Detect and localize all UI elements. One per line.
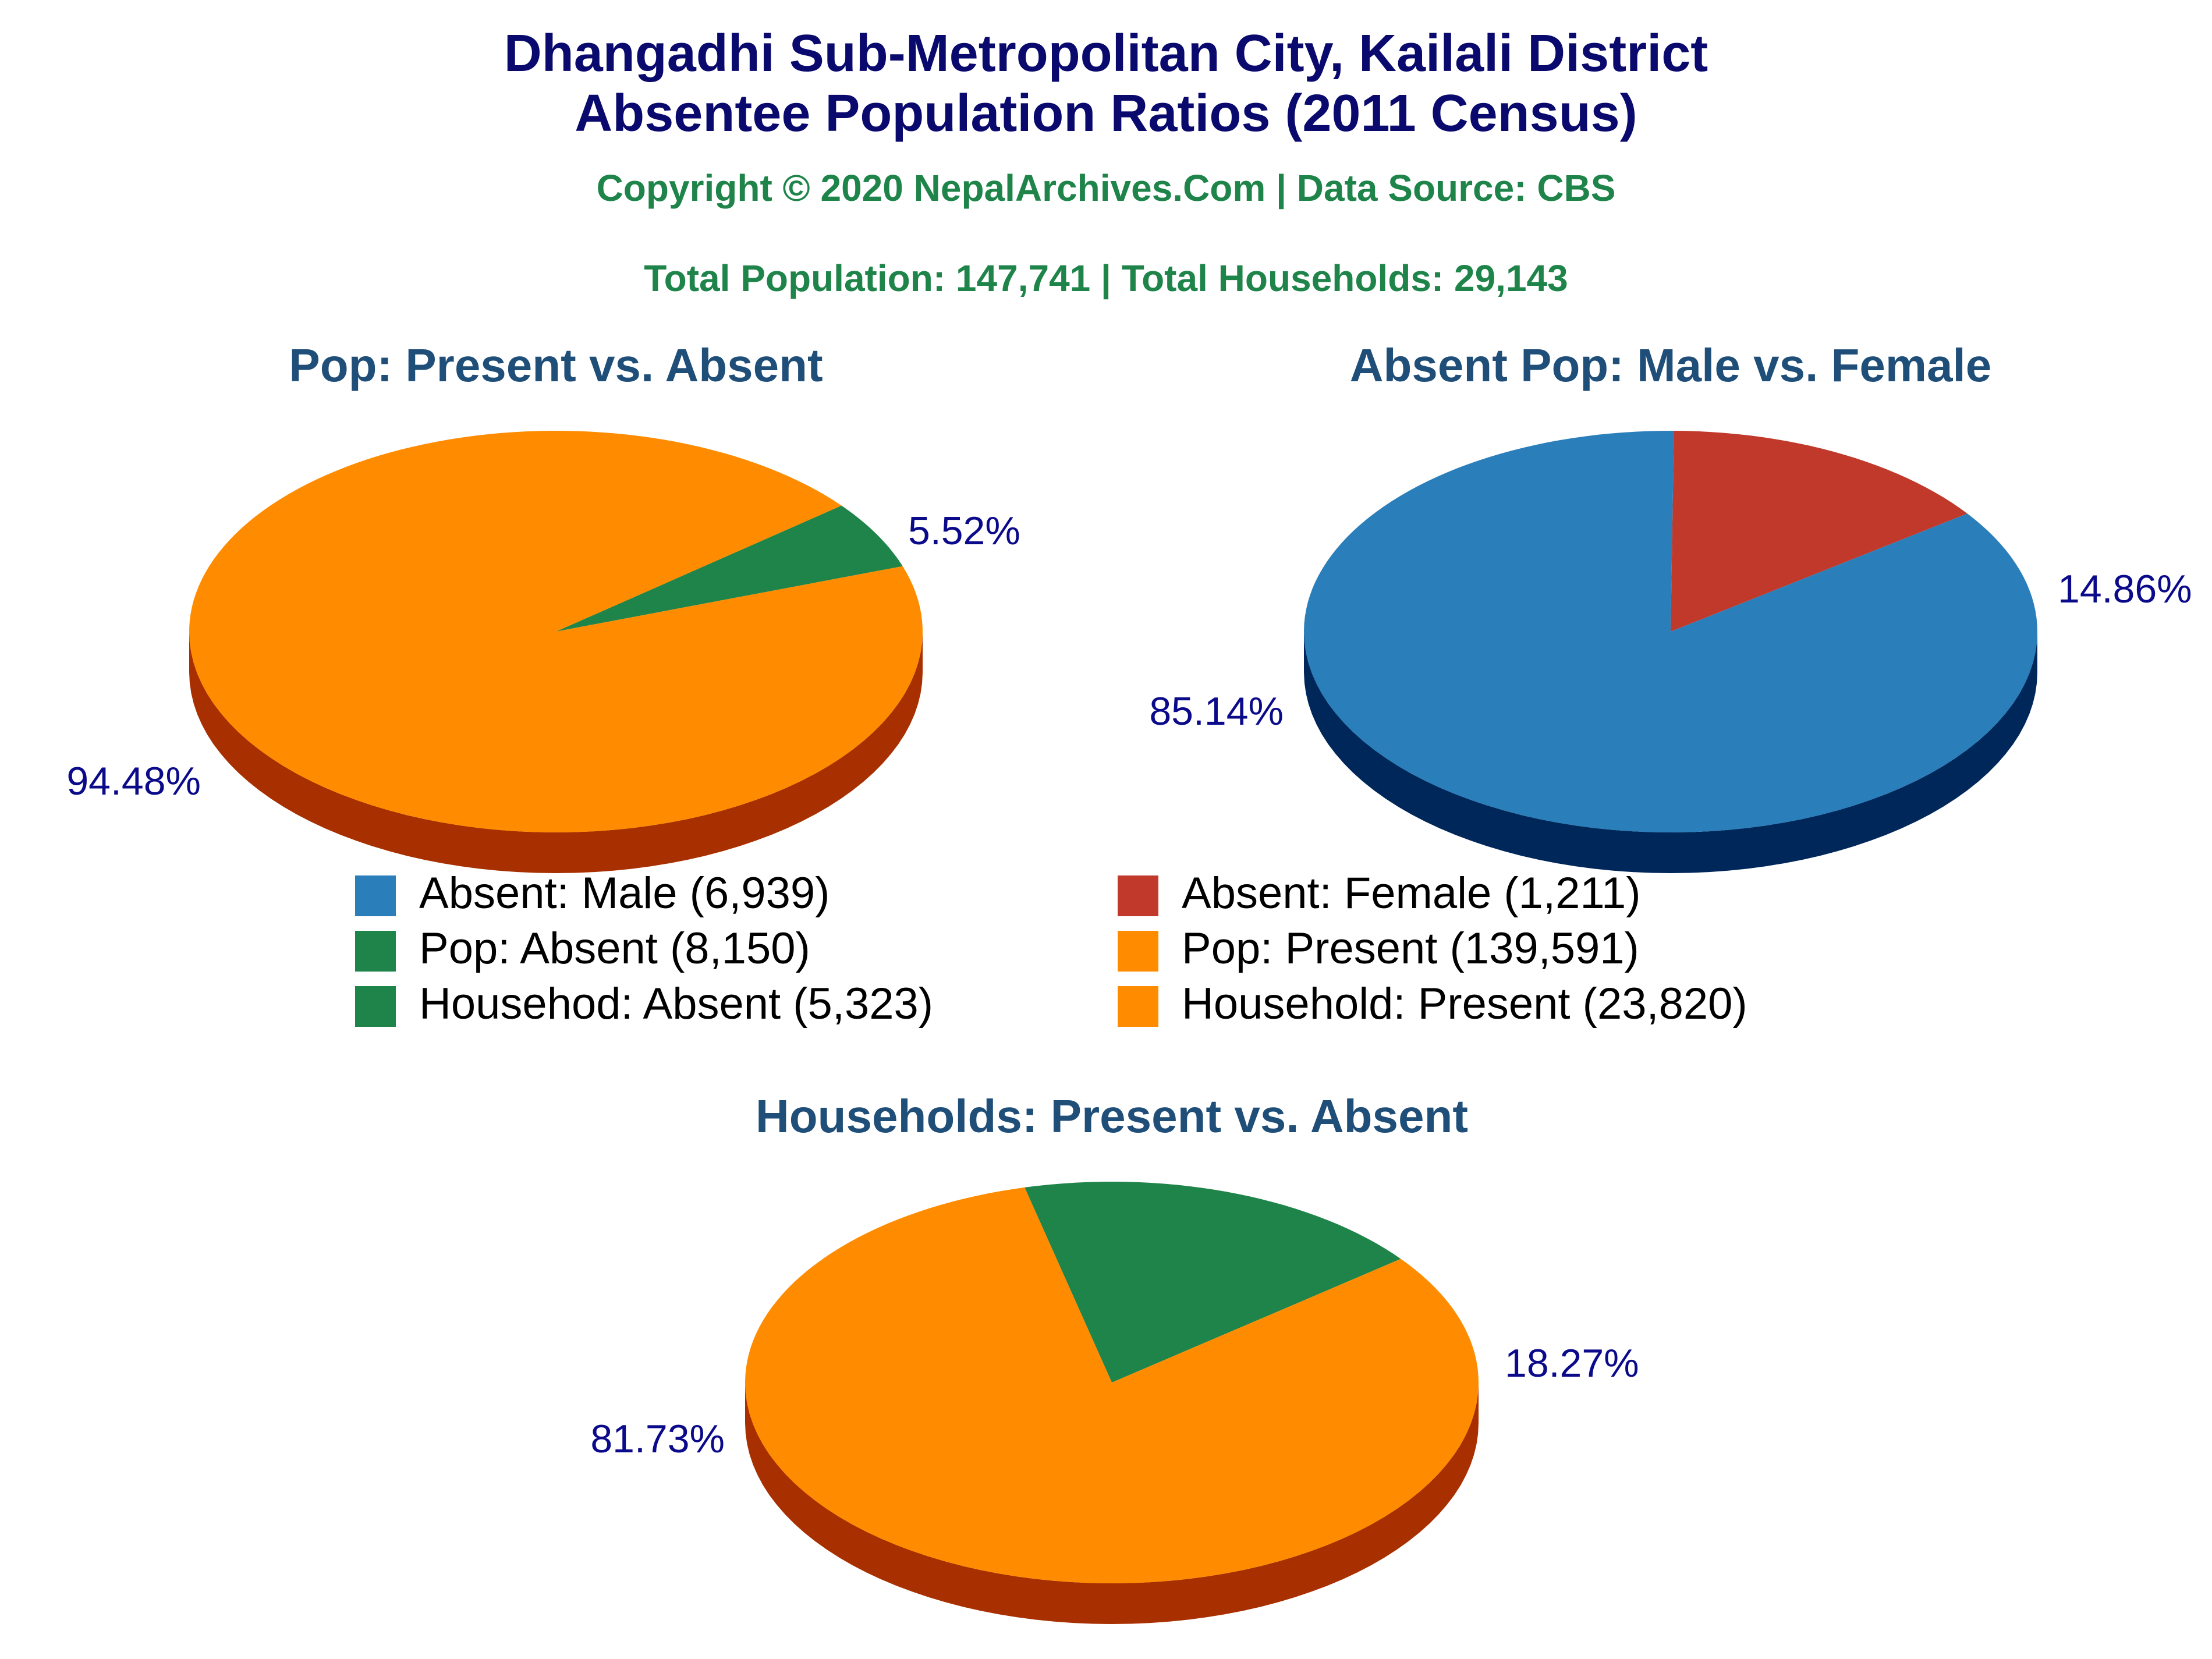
legend-label: Pop: Present (139,591) [1182, 924, 1639, 973]
legend-item: Absent: Female (1,211) [1118, 869, 1641, 918]
pie-side-household-present [745, 1383, 1479, 1624]
pie-chart-title: Households: Present vs. Absent [756, 1090, 1468, 1142]
pie-percent-label: 18.27% [1505, 1341, 1639, 1385]
legend-item: Pop: Absent (8,150) [355, 924, 810, 973]
pie-chart-3: 18.27% 81.73% Households: Present vs. Abse… [590, 1090, 1639, 1624]
pie-side-pop-present [189, 632, 923, 873]
pie-side-absent-male [1304, 632, 2037, 873]
copyright-text: Copyright © 2020 NepalArchives.Com | Dat… [597, 167, 1616, 210]
pie-slice-household-present [745, 1187, 1479, 1583]
pie-charts-group: 5.52% 94.48% Pop: Present vs. Absent 14.86%… [66, 339, 2192, 1624]
legend: Absent: Male (6,939) Absent: Female (1,21… [355, 869, 1747, 1029]
legend-swatch [355, 931, 396, 972]
legend-label: Househod: Absent (5,323) [419, 979, 933, 1029]
legend-swatch [355, 875, 396, 916]
pie-percent-label: 85.14% [1149, 689, 1284, 733]
legend-item: Househod: Absent (5,323) [355, 979, 933, 1029]
pie-slice-pop-absent [556, 505, 903, 632]
pie-slice-absent-male [1304, 431, 2037, 832]
legend-swatch [1118, 986, 1158, 1027]
legend-swatch [1118, 875, 1158, 916]
pie-chart-2: 14.86% 85.14% Absent Pop: Male vs. Female [1149, 339, 2192, 873]
legend-label: Household: Present (23,820) [1182, 979, 1747, 1029]
pie-slice-pop-present [189, 431, 923, 832]
pie-percent-label: 81.73% [590, 1417, 725, 1461]
legend-label: Absent: Male (6,939) [419, 869, 830, 918]
pie-chart-title: Pop: Present vs. Absent [289, 339, 823, 391]
pie-percent-label: 5.52% [908, 509, 1020, 553]
legend-label: Pop: Absent (8,150) [419, 924, 810, 973]
legend-item: Absent: Male (6,939) [355, 869, 830, 918]
chart-title-line1: Dhangadhi Sub-Metropolitan City, Kailali… [504, 24, 1708, 83]
legend-item: Pop: Present (139,591) [1118, 924, 1639, 973]
pie-slice-absent-female [1671, 431, 1968, 632]
legend-swatch [355, 986, 396, 1027]
pie-percent-label: 14.86% [2058, 567, 2192, 611]
legend-swatch [1118, 931, 1158, 972]
pie-percent-label: 94.48% [66, 759, 201, 803]
legend-label: Absent: Female (1,211) [1182, 869, 1641, 918]
legend-item: Household: Present (23,820) [1118, 979, 1747, 1029]
chart-title-line2: Absentee Population Ratios (2011 Census) [575, 84, 1637, 143]
totals-text: Total Population: 147,741 | Total Househ… [644, 257, 1568, 300]
pie-slice-househod-absent [1025, 1182, 1401, 1383]
pie-chart-1: 5.52% 94.48% Pop: Present vs. Absent [66, 339, 1020, 873]
pie-chart-title: Absent Pop: Male vs. Female [1350, 339, 1992, 391]
